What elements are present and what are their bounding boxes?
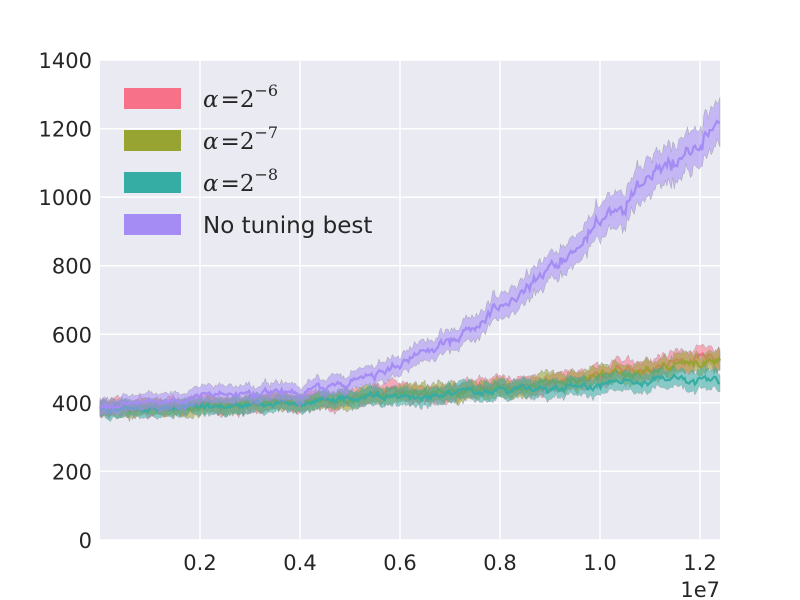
- tick-labels: 0 200 400 600 800 1000 1200 1400 0.2 0.4 0.6 0.8 1.0…: [39, 49, 717, 575]
- legend-label: α=2−7: [203, 123, 278, 155]
- legend-swatch: [124, 88, 181, 109]
- legend-swatch: [124, 130, 181, 151]
- y-tick-label: 600: [52, 323, 92, 347]
- x-tick-label: 1.0: [583, 551, 616, 575]
- y-tick-label: 1200: [39, 118, 92, 142]
- series-band-3: [99, 97, 721, 418]
- legend-label: No tuning best: [203, 213, 372, 239]
- x-tick-label: 0.2: [183, 551, 216, 575]
- series-lines: [98, 97, 721, 423]
- plot-background: [100, 60, 720, 540]
- y-tick-label: 800: [52, 255, 92, 279]
- y-tick-label: 1400: [39, 49, 92, 73]
- x-tick-label: 0.4: [283, 551, 316, 575]
- x-offset-label: 1e7: [680, 578, 720, 600]
- y-tick-label: 0: [79, 529, 92, 553]
- legend: α=2−6 α=2−7 α=2−8 No tuning best: [124, 81, 372, 239]
- series-line-2: [100, 372, 721, 416]
- x-tick-label: 0.8: [483, 551, 516, 575]
- legend-swatch: [124, 214, 181, 235]
- y-tick-label: 1000: [39, 186, 92, 210]
- grid: [100, 59, 720, 541]
- legend-label: α=2−8: [203, 165, 278, 197]
- x-tick-label: 1.2: [683, 551, 716, 575]
- x-tick-label: 0.6: [383, 551, 416, 575]
- y-tick-label: 200: [52, 460, 92, 484]
- legend-swatch: [124, 172, 181, 193]
- series-line-3: [99, 119, 721, 411]
- series-3: [99, 97, 721, 418]
- y-tick-label: 400: [52, 392, 92, 416]
- legend-label: α=2−6: [203, 81, 278, 113]
